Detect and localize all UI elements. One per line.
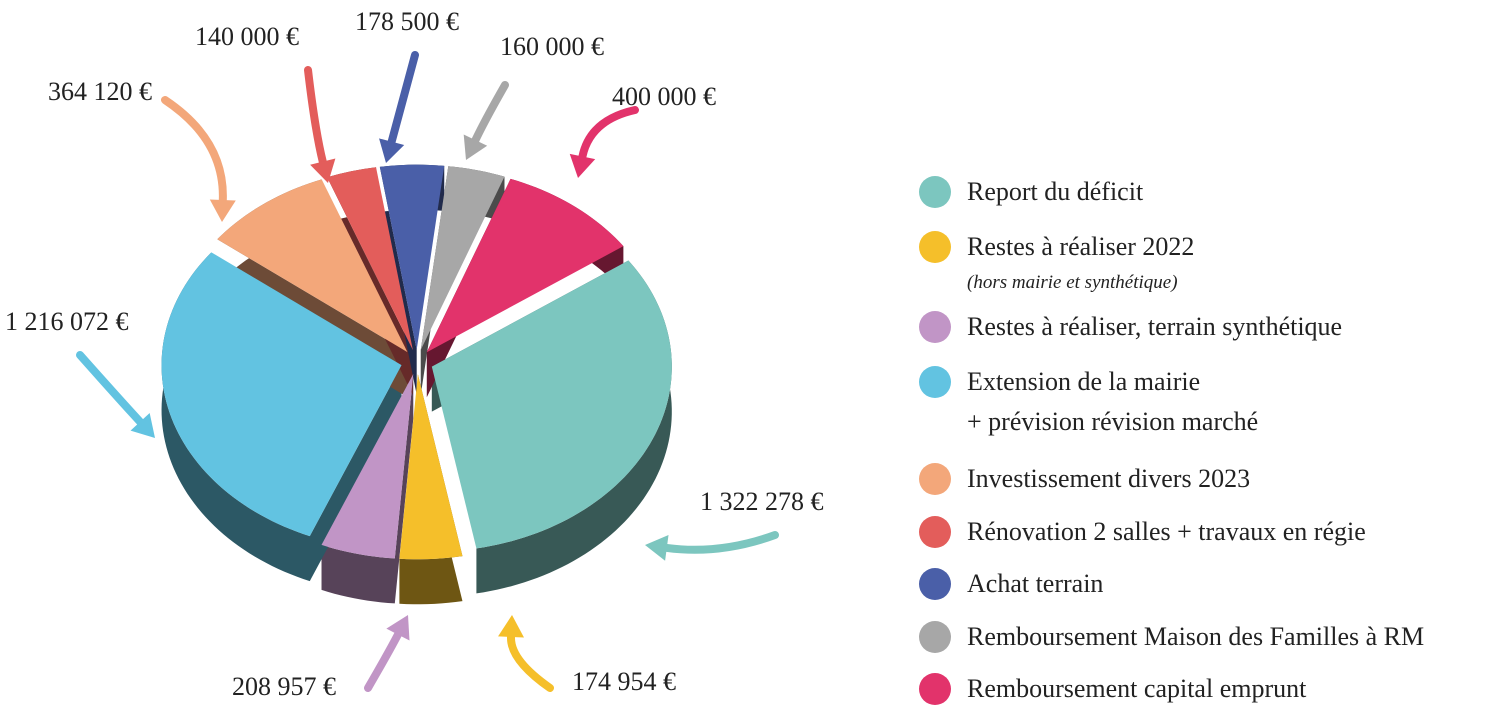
legend-label: Restes à réaliser 2022: [967, 232, 1194, 261]
slice-side: [161, 252, 402, 582]
value-label: 174 954 €: [572, 667, 676, 696]
arrow-head: [379, 138, 405, 163]
value-label: 1 322 278 €: [700, 487, 824, 516]
value-label: 400 000 €: [612, 82, 716, 111]
arrow-head: [463, 134, 488, 160]
legend-label: Extension de la mairie + prévision révisi…: [967, 367, 1258, 436]
slice: [327, 167, 413, 351]
arrow: [387, 51, 419, 146]
arrow: [304, 66, 327, 166]
legend-swatch: [919, 231, 951, 263]
arrow: [161, 96, 227, 205]
legend-label: Restes à réaliser, terrain synthétique: [967, 312, 1342, 341]
legend-swatch: [919, 311, 951, 343]
arrow: [471, 81, 509, 145]
arrow-head: [310, 158, 336, 183]
value-label: 160 000 €: [500, 32, 604, 61]
legend-label: Remboursement Maison des Familles à RM: [967, 622, 1424, 651]
slice: [321, 373, 414, 559]
slice: [420, 166, 505, 351]
slice: [161, 252, 402, 537]
value-label: 208 957 €: [232, 672, 336, 701]
legend-swatch: [919, 568, 951, 600]
slice: [379, 164, 445, 350]
arrow-head: [569, 153, 596, 178]
slice: [399, 374, 463, 560]
arrow-head: [209, 199, 236, 222]
slice-side: [399, 374, 463, 605]
value-label: 364 120 €: [48, 77, 152, 106]
legend-swatch: [919, 176, 951, 208]
slice: [217, 179, 408, 353]
legend-swatch: [919, 673, 951, 705]
legend-swatch: [919, 621, 951, 653]
slice: [426, 178, 624, 353]
arrow-head: [498, 615, 525, 638]
value-label: 1 216 072 €: [5, 307, 129, 336]
slice-side: [321, 373, 414, 604]
legend-swatch: [919, 366, 951, 398]
legend-swatch: [919, 516, 951, 548]
legend-label: Remboursement capital emprunt: [967, 674, 1307, 703]
arrow: [76, 351, 145, 426]
legend-swatch: [919, 463, 951, 495]
slice: [431, 260, 672, 549]
arrow: [364, 630, 402, 692]
legend-label: Rénovation 2 salles + travaux en régie: [967, 517, 1366, 546]
arrow-head: [386, 615, 410, 641]
legend-label: Achat terrain: [967, 569, 1103, 598]
arrow-head: [130, 413, 155, 438]
legend-label: Report du déficit: [967, 177, 1144, 206]
arrow-head: [645, 535, 669, 561]
value-label: 140 000 €: [195, 22, 299, 51]
arrow: [507, 632, 554, 692]
arrow: [662, 531, 779, 554]
legend-label: Investissement divers 2023: [967, 464, 1250, 493]
value-label: 178 500 €: [355, 7, 459, 36]
arrow: [578, 106, 639, 161]
legend-note: (hors mairie et synthétique): [967, 272, 1178, 293]
